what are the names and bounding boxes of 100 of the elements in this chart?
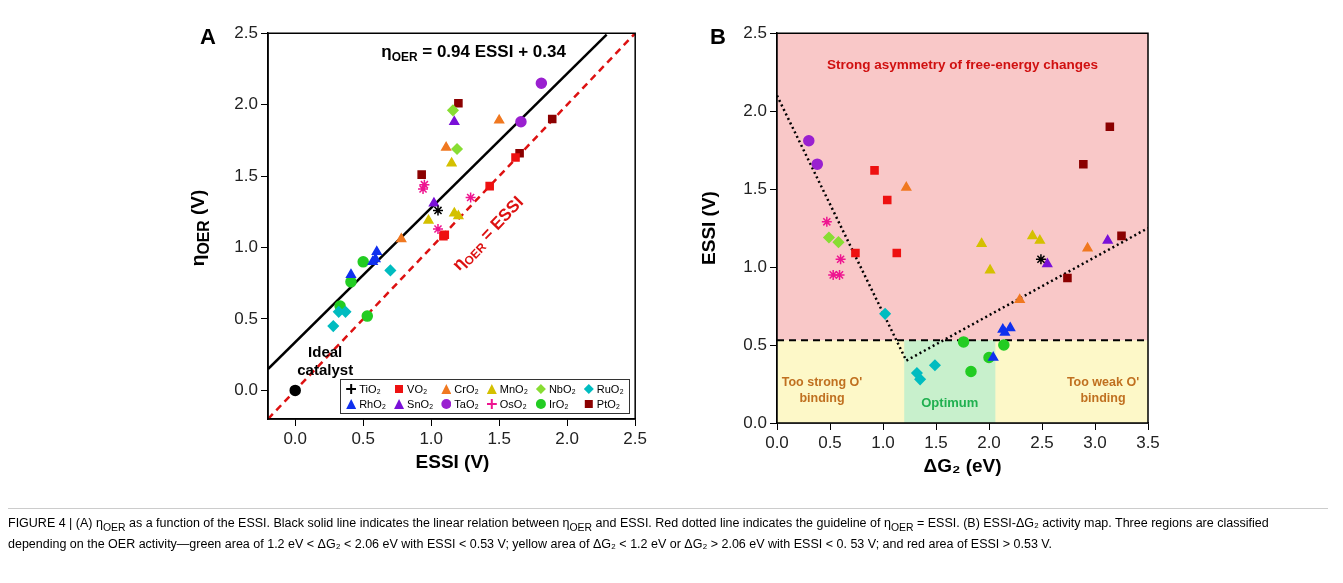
y-tick-label: 0.0 bbox=[743, 412, 767, 432]
point bbox=[834, 253, 847, 266]
point bbox=[803, 135, 815, 147]
point bbox=[901, 181, 912, 191]
y-tick-label: 0.0 bbox=[234, 380, 258, 400]
point bbox=[449, 116, 460, 126]
x-tick-label: 1.0 bbox=[419, 428, 444, 448]
point bbox=[879, 308, 891, 320]
point bbox=[984, 264, 996, 274]
x-tick-label: 2.5 bbox=[623, 428, 647, 448]
legend-label: TiO₂ bbox=[359, 383, 381, 395]
x-tick-label: 0.5 bbox=[351, 428, 376, 448]
x-tick-label: 3.5 bbox=[1136, 432, 1160, 452]
y-tick-label: 1.0 bbox=[743, 256, 767, 276]
band-label: Strong asymmetry of free-energy changes bbox=[827, 56, 1098, 72]
point bbox=[1035, 253, 1047, 266]
point bbox=[821, 216, 833, 228]
point bbox=[1014, 294, 1025, 304]
point bbox=[357, 256, 369, 268]
caption: FIGURE 4 | (A) η$_{OER}$ as a function of the ESSI. Black solid line indicates the linear relation between η$_{OER}$ and ESSI. Red dotted line indicates the guideline of η$_{OER}$ = ESSI. (B) ESSI-ΔG₂ activity map. Three regions are classified depending on the OER activity—green area of 1.2 eV < ΔG₂ < 2.06 eV with ESSI < 0.53 V; yellow area of ΔG₂ < 1.2 eV or ΔG₂ > 2.06 eV with ESSI < 0. 53 V; and red area of ESSI > 0.53 V. bbox=[8, 508, 1328, 553]
point bbox=[929, 359, 941, 372]
annotation: Too weak O' binding bbox=[1066, 375, 1140, 406]
point bbox=[998, 339, 1010, 351]
point bbox=[289, 384, 301, 397]
point bbox=[1105, 122, 1115, 132]
point bbox=[446, 157, 457, 167]
y-tick-label: 0.5 bbox=[234, 308, 258, 328]
legend-label: SnO₂ bbox=[407, 398, 434, 410]
x-tick-label: 2.0 bbox=[555, 428, 580, 448]
point bbox=[454, 98, 463, 108]
point bbox=[1027, 230, 1038, 240]
x-tick-label: 0.0 bbox=[765, 432, 789, 452]
point bbox=[1005, 322, 1016, 332]
y-axis-title: ESSI (V) bbox=[698, 190, 720, 267]
legend-label: PtO₂ bbox=[596, 398, 621, 410]
band-label: Optimum bbox=[921, 394, 979, 410]
annotation: Ideal catalyst bbox=[297, 342, 354, 378]
point bbox=[1117, 231, 1126, 241]
legend-label: RuO₂ bbox=[596, 383, 624, 395]
y-tick-label: 2.5 bbox=[743, 22, 767, 42]
y-tick-label: 1.5 bbox=[743, 178, 767, 198]
point bbox=[384, 264, 397, 277]
point bbox=[371, 246, 382, 256]
point bbox=[515, 116, 527, 128]
point bbox=[453, 210, 464, 220]
x-tick-label: 0.0 bbox=[283, 428, 308, 448]
y-tick-label: 1.5 bbox=[234, 165, 258, 185]
x-tick-label: 1.5 bbox=[924, 432, 948, 452]
point bbox=[423, 214, 434, 224]
point bbox=[432, 223, 444, 235]
chart-title: B bbox=[710, 24, 726, 50]
point bbox=[965, 365, 977, 378]
point bbox=[823, 231, 835, 244]
point bbox=[432, 204, 444, 217]
y-tick-label: 2.0 bbox=[743, 100, 767, 120]
point bbox=[418, 178, 431, 191]
legend-label: MnO₂ bbox=[499, 383, 528, 395]
point bbox=[1042, 258, 1053, 268]
point bbox=[870, 166, 879, 175]
point bbox=[976, 237, 987, 247]
x-tick-label: 1.0 bbox=[871, 432, 895, 452]
point bbox=[485, 181, 494, 191]
x-tick-label: 2.5 bbox=[1030, 432, 1054, 452]
point bbox=[1082, 242, 1093, 252]
point bbox=[911, 367, 923, 379]
x-axis-title: ESSI (V) bbox=[414, 451, 491, 473]
point bbox=[417, 170, 426, 179]
point bbox=[447, 104, 459, 117]
legend-label: RhO₂ bbox=[359, 398, 387, 410]
x-axis-title: ΔG₂ (eV) bbox=[922, 455, 1003, 477]
y-tick-label: 2.5 bbox=[234, 22, 258, 42]
point bbox=[327, 320, 340, 332]
point bbox=[464, 191, 477, 204]
point bbox=[988, 351, 999, 361]
point bbox=[1102, 234, 1113, 244]
point bbox=[892, 248, 902, 258]
point bbox=[451, 143, 463, 155]
legend-label: TaO₂ bbox=[454, 398, 479, 410]
y-tick-label: 2.0 bbox=[234, 94, 258, 114]
chart-title: A bbox=[200, 24, 216, 50]
point bbox=[441, 141, 452, 151]
x-tick-label: 1.5 bbox=[487, 428, 512, 448]
legend-label: VO₂ bbox=[407, 383, 428, 395]
point bbox=[811, 158, 824, 170]
legend-label: OsO₂ bbox=[499, 398, 527, 410]
x-tick-label: 2.0 bbox=[977, 432, 1001, 452]
point bbox=[1034, 234, 1045, 244]
point bbox=[494, 114, 505, 124]
point bbox=[827, 269, 839, 281]
point bbox=[428, 197, 439, 207]
point bbox=[1063, 273, 1072, 283]
y-tick-label: 1.0 bbox=[234, 237, 258, 257]
point bbox=[535, 77, 548, 89]
legend-label: IrO₂ bbox=[548, 398, 569, 410]
legend-label: CrO₂ bbox=[454, 383, 479, 395]
point bbox=[1079, 159, 1088, 169]
annotation: Too strong O' binding bbox=[781, 375, 863, 406]
point bbox=[832, 236, 845, 248]
legend-label: NbO₂ bbox=[548, 383, 576, 395]
point bbox=[361, 310, 374, 322]
